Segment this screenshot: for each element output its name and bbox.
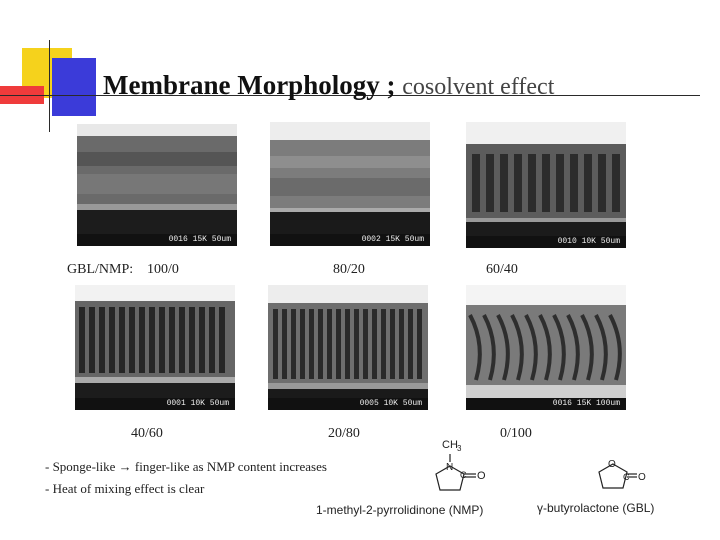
- gbl-o-atom: O: [638, 472, 646, 483]
- decor-horizontal-line: [0, 95, 700, 96]
- caption-80-20: 80/20: [333, 262, 365, 277]
- sem-image-60-40: 0010 10K 50um: [466, 122, 626, 248]
- nmp-structure-icon: CH 3 N O C: [435, 439, 486, 491]
- nmp-c-atom: C: [460, 470, 467, 480]
- caption-40-60: 40/60: [131, 426, 163, 441]
- title-main: Membrane Morphology ;: [103, 70, 396, 100]
- sem-finger-texture: [466, 122, 626, 248]
- gbl-structure-icon: O C O: [598, 459, 646, 489]
- decor-blue-square: [52, 58, 96, 116]
- note-heat-of-mixing: - Heat of mixing effect is clear: [45, 481, 205, 496]
- sem-label: 0001 10K 50um: [75, 398, 235, 410]
- sem-label: 0002 15K 50um: [270, 234, 430, 246]
- sem-image-0-100: 0016 15K 100um: [466, 285, 626, 410]
- nmp-o-atom: O: [477, 470, 486, 482]
- decor-vertical-line: [49, 40, 50, 132]
- caption-20-80: 20/80: [328, 426, 360, 441]
- sem-finger-texture: [466, 285, 626, 410]
- nmp-methyl-subscript: 3: [457, 444, 462, 453]
- sem-image-80-20: 0002 15K 50um: [270, 122, 430, 246]
- slide-title: Membrane Morphology ; cosolvent effect: [103, 70, 554, 101]
- caption-60-40: 60/40: [486, 262, 518, 277]
- sem-label: 0010 10K 50um: [466, 236, 626, 248]
- sem-image-40-60: 0001 10K 50um: [75, 285, 235, 410]
- nmp-methyl-label: CH: [442, 439, 458, 451]
- sem-sponge-texture: [77, 124, 237, 246]
- caption-0-100: 0/100: [500, 426, 532, 441]
- sem-finger-texture: [268, 285, 428, 410]
- nmp-name: 1-methyl-2-pyrrolidinone (NMP): [316, 503, 484, 517]
- gbl-c-atom: C: [623, 472, 630, 482]
- sem-sponge-texture: [270, 122, 430, 246]
- sem-label: 0016 15K 50um: [77, 234, 237, 246]
- sem-label: 0016 15K 100um: [466, 398, 626, 410]
- caption-100-0: 100/0: [147, 262, 179, 277]
- gbl-ring-oxygen: O: [608, 459, 616, 470]
- note-sponge-finger: - Sponge-like → finger-like as NMP conte…: [45, 459, 327, 474]
- sem-image-100-0: 0016 15K 50um: [77, 124, 237, 246]
- title-sub: cosolvent effect: [402, 74, 555, 100]
- sem-label: 0005 10K 50um: [268, 398, 428, 410]
- ratio-prefix: GBL/NMP:: [67, 262, 134, 277]
- gbl-name: γ-butyrolactone (GBL): [537, 501, 655, 515]
- nmp-n-atom: N: [446, 462, 453, 473]
- sem-image-20-80: 0005 10K 50um: [268, 285, 428, 410]
- sem-finger-texture: [75, 285, 235, 410]
